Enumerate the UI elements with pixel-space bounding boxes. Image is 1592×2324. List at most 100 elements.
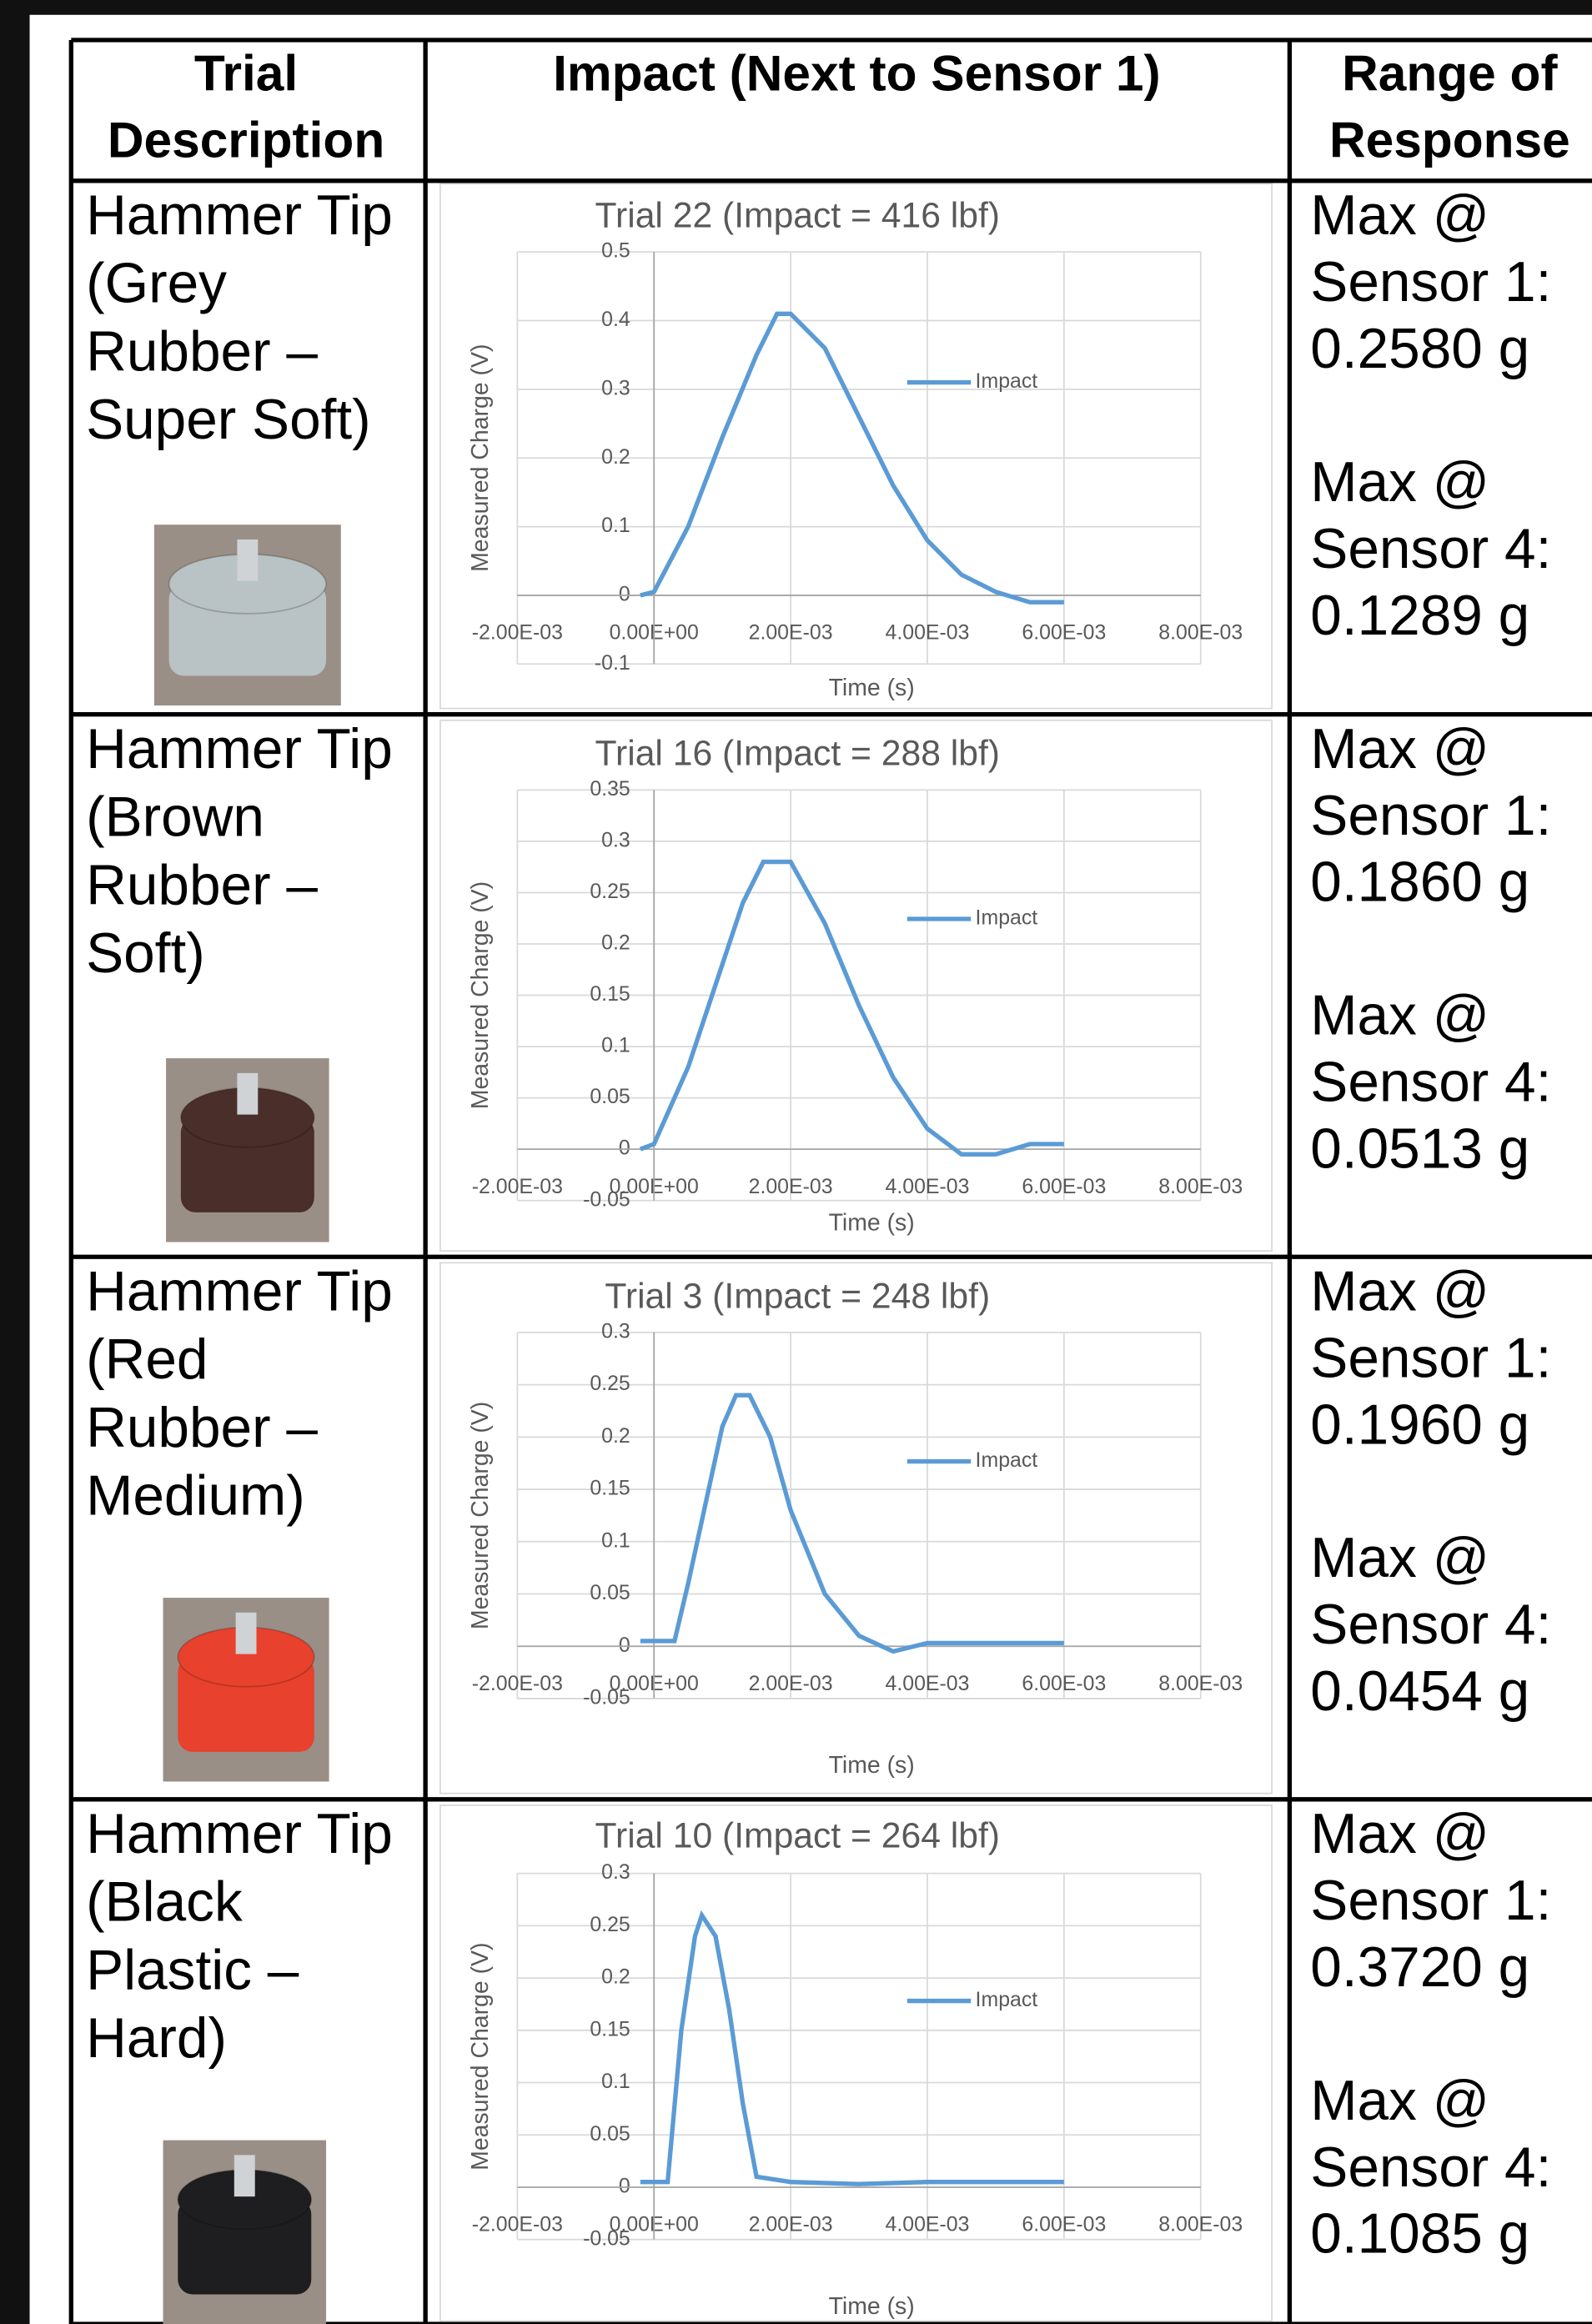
description: Medium) <box>86 1465 305 1528</box>
response: 0.0454 g <box>1310 1660 1529 1723</box>
x-tick-label: 6.00E-03 <box>1022 1175 1106 1198</box>
x-tick-label: 2.00E-03 <box>749 1672 833 1695</box>
x-axis-label: Time (s) <box>829 2293 915 2320</box>
x-tick-label: 2.00E-03 <box>749 2213 833 2236</box>
y-tick-label: 0.15 <box>590 2017 630 2040</box>
y-tick-label: 0 <box>619 583 630 606</box>
y-tick-label: 0.1 <box>601 2070 630 2093</box>
tip-bolt <box>236 1613 257 1654</box>
table-screenshot: Trial Description Impact (Next to Sensor 1… <box>0 0 1592 2324</box>
response: Sensor 4: <box>1310 2136 1551 2199</box>
frame-left <box>0 0 30 2324</box>
y-tick-label: 0.1 <box>601 1034 630 1057</box>
legend-label: Impact <box>976 369 1038 393</box>
y-tick-label: 0.35 <box>590 777 630 801</box>
x-tick-label: 8.00E-03 <box>1158 2213 1243 2236</box>
response: Max @ <box>1310 718 1489 781</box>
x-tick-label: -2.00E-03 <box>472 2213 563 2236</box>
description: Hammer Tip <box>86 184 393 247</box>
description: (Red <box>86 1328 208 1391</box>
y-axis-label: Measured Charge (V) <box>467 1943 494 2171</box>
x-tick-label: 6.00E-03 <box>1022 621 1106 645</box>
header-cell: Trial <box>194 44 298 101</box>
response: Sensor 4: <box>1310 1052 1551 1114</box>
chart-title: Trial 22 (Impact = 416 lbf) <box>595 196 1000 236</box>
response: Max @ <box>1310 1260 1489 1323</box>
y-axis-label: Measured Charge (V) <box>467 344 494 572</box>
y-tick-label: 0.2 <box>601 931 630 955</box>
y-tick-label: 0.05 <box>590 2122 630 2146</box>
x-tick-label: 4.00E-03 <box>885 621 969 645</box>
y-tick-label: 0.25 <box>590 1913 630 1936</box>
x-tick-label: 4.00E-03 <box>885 1175 969 1198</box>
y-tick-label: 0.1 <box>601 1528 630 1552</box>
y-tick-label: 0.2 <box>601 1424 630 1448</box>
y-tick-label: 0.15 <box>590 1477 630 1500</box>
response: Max @ <box>1310 1527 1489 1589</box>
description: Hammer Tip <box>86 1260 393 1323</box>
y-axis-label: Measured Charge (V) <box>467 1402 494 1629</box>
x-tick-label: 2.00E-03 <box>749 621 833 645</box>
response: Sensor 4: <box>1310 1594 1551 1656</box>
description: Hammer Tip <box>86 718 393 781</box>
response: 0.1085 g <box>1310 2203 1529 2266</box>
description: Rubber – <box>86 1397 318 1459</box>
x-tick-label: 2.00E-03 <box>749 1175 833 1198</box>
header-cell: Range of <box>1342 44 1558 101</box>
y-tick-label: 0.05 <box>590 1085 630 1108</box>
chart-title: Trial 3 (Impact = 248 lbf) <box>605 1276 990 1316</box>
y-tick-label: 0 <box>619 1634 630 1657</box>
page: {"table":{"header":["Trial Description",… <box>0 0 1592 2324</box>
x-tick-label: 4.00E-03 <box>885 1672 969 1695</box>
description: Super Soft) <box>86 389 371 451</box>
x-tick-label: 8.00E-03 <box>1158 1175 1243 1198</box>
frame-top <box>0 0 1592 15</box>
chart-box <box>440 1262 1272 1793</box>
header-cell: Impact (Next to Sensor 1) <box>553 44 1161 101</box>
response: Sensor 1: <box>1310 785 1551 847</box>
response: Sensor 4: <box>1310 518 1551 580</box>
y-tick-label: 0.25 <box>590 880 630 903</box>
x-tick-label: 4.00E-03 <box>885 2213 969 2236</box>
chart-title: Trial 10 (Impact = 264 lbf) <box>595 1815 1000 1855</box>
x-tick-label: -2.00E-03 <box>472 1175 563 1198</box>
x-tick-label: 6.00E-03 <box>1022 1672 1106 1695</box>
tip-bolt <box>234 2155 255 2196</box>
response: Sensor 1: <box>1310 1870 1551 1932</box>
description: (Brown <box>86 786 264 849</box>
y-tick-label: 0.15 <box>590 982 630 1006</box>
y-tick-label: 0.3 <box>601 828 630 851</box>
description: (Black <box>86 1871 243 1934</box>
response: 0.1860 g <box>1310 851 1529 914</box>
header-cell: Response <box>1329 111 1570 168</box>
x-axis-label: Time (s) <box>829 675 915 701</box>
y-tick-label: 0 <box>619 2175 630 2198</box>
chart-box <box>440 1805 1272 2321</box>
description: Rubber – <box>86 854 318 916</box>
y-tick-label: 0.2 <box>601 1965 630 1989</box>
x-tick-label: 6.00E-03 <box>1022 2213 1106 2236</box>
description: (Grey <box>86 253 227 315</box>
y-tick-label: -0.1 <box>595 651 630 675</box>
y-tick-label: 0.2 <box>601 445 630 469</box>
x-tick-label: 8.00E-03 <box>1158 621 1243 645</box>
response: 0.1289 g <box>1310 585 1529 647</box>
y-tick-label: 0.3 <box>601 1319 630 1343</box>
x-tick-label: -2.00E-03 <box>472 621 563 645</box>
y-tick-label: 0.3 <box>601 1860 630 1884</box>
y-tick-label: 0 <box>619 1137 630 1160</box>
header-cell: Description <box>108 111 384 168</box>
tip-bolt <box>237 540 258 581</box>
y-tick-label: 0.05 <box>590 1581 630 1604</box>
x-tick-label: -2.00E-03 <box>472 1672 563 1695</box>
y-tick-label: 0.25 <box>590 1372 630 1395</box>
response: Sensor 1: <box>1310 1327 1551 1389</box>
tip-bolt <box>237 1073 258 1115</box>
description: Rubber – <box>86 320 318 383</box>
y-axis-label: Measured Charge (V) <box>467 881 494 1109</box>
description: Hammer Tip <box>86 1803 393 1865</box>
legend-label: Impact <box>976 1988 1038 2011</box>
chart-box <box>440 720 1272 1251</box>
response: Max @ <box>1310 2070 1489 2132</box>
chart-title: Trial 16 (Impact = 288 lbf) <box>595 734 1000 774</box>
